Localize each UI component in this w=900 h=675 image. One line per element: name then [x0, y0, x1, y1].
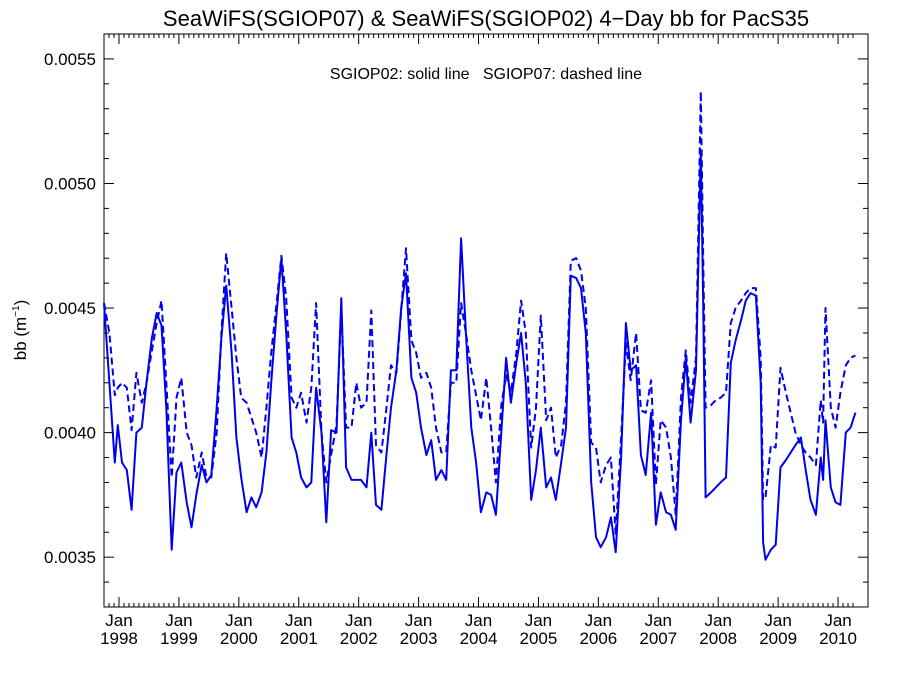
- x-tick-label-month: Jan: [585, 611, 612, 630]
- y-axis-label-close: ): [11, 300, 30, 306]
- x-tick-label-month: Jan: [764, 611, 791, 630]
- x-tick-label-year: 2006: [579, 629, 617, 648]
- x-tick-label-month: Jan: [165, 611, 192, 630]
- x-tick-label-month: Jan: [525, 611, 552, 630]
- x-tick-label-year: 2004: [460, 629, 498, 648]
- y-axis-label-superscript: −1: [11, 305, 22, 317]
- x-axis: Jan1998Jan1999Jan2000Jan2001Jan2002Jan20…: [100, 34, 857, 648]
- y-axis-label: bb (m−1): [11, 300, 30, 361]
- x-tick-label-year: 2007: [639, 629, 677, 648]
- x-tick-label-month: Jan: [345, 611, 372, 630]
- x-tick-label-year: 2005: [520, 629, 558, 648]
- x-tick-label-year: 2000: [220, 629, 258, 648]
- x-tick-label-year: 1998: [100, 629, 138, 648]
- x-tick-label-year: 2001: [280, 629, 318, 648]
- y-axis: 0.0035 0.0040 0.0045 0.0050 0.0055: [44, 33, 868, 608]
- x-tick-label-month: Jan: [645, 611, 672, 630]
- x-tick-label-year: 2009: [759, 629, 797, 648]
- y-tick-label: 0.0045: [44, 299, 96, 318]
- series-line-sgiop02: [103, 150, 857, 561]
- x-tick-label-year: 1999: [160, 629, 198, 648]
- plot-series: [103, 90, 857, 561]
- x-tick-label-year: 2002: [340, 629, 378, 648]
- x-tick-label-month: Jan: [225, 611, 252, 630]
- y-tick-label: 0.0040: [44, 424, 96, 443]
- x-tick-label-month: Jan: [465, 611, 492, 630]
- x-tick-label-year: 2008: [699, 629, 737, 648]
- x-tick-label-year: 2003: [400, 629, 438, 648]
- x-tick-label-month: Jan: [704, 611, 731, 630]
- x-tick-label-month: Jan: [105, 611, 132, 630]
- y-tick-label: 0.0035: [44, 548, 96, 567]
- chart-title: SeaWiFS(SGIOP07) & SeaWiFS(SGIOP02) 4−Da…: [163, 6, 809, 31]
- x-tick-label-month: Jan: [824, 611, 851, 630]
- legend-annotation: SGIOP02: solid line SGIOP07: dashed line: [330, 66, 642, 83]
- x-tick-label-month: Jan: [285, 611, 312, 630]
- x-tick-label-year: 2010: [819, 629, 857, 648]
- y-tick-label: 0.0050: [44, 174, 96, 193]
- plot-frame: [103, 33, 869, 608]
- y-tick-label: 0.0055: [44, 50, 96, 69]
- x-tick-label-month: Jan: [405, 611, 432, 630]
